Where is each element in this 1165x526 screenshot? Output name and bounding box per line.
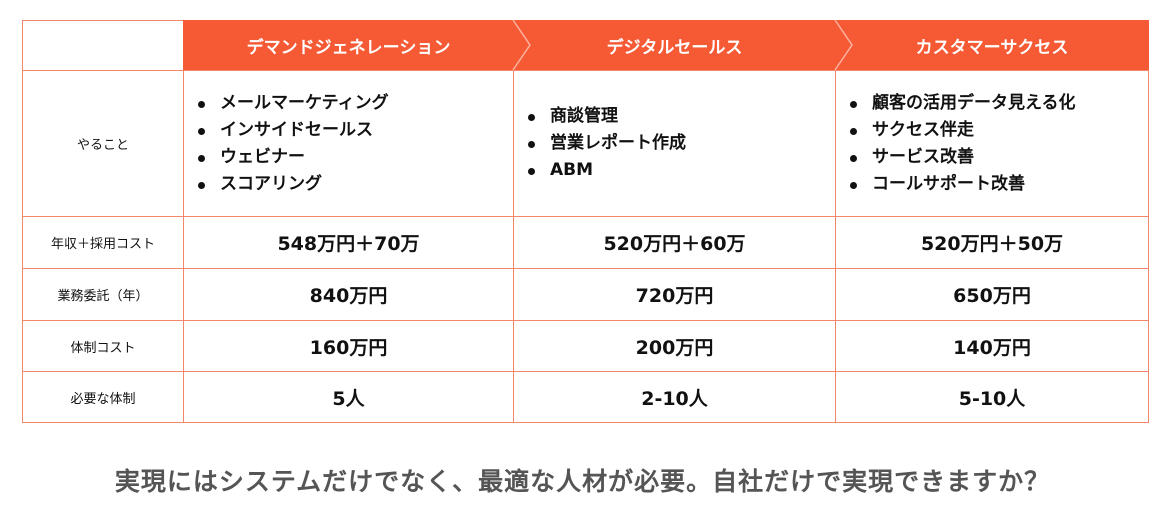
value-cell: 840万円	[183, 268, 514, 321]
value-cell: 520万円＋50万	[835, 216, 1149, 269]
value-cell: 520万円＋60万	[513, 216, 836, 269]
value-cell: 720万円	[513, 268, 836, 321]
header-cell: カスタマーサクセス	[835, 20, 1149, 71]
task-item: 顧客の活用データ見える化	[850, 90, 1148, 117]
value-cell: 548万円＋70万	[183, 216, 514, 269]
task-cell: 顧客の活用データ見える化 サクセス伴走 サービス改善 コールサポート改善	[835, 70, 1149, 217]
value-cell: 200万円	[513, 320, 836, 372]
task-item: 商談管理	[528, 103, 835, 130]
task-item: ウェビナー	[198, 144, 513, 171]
row-label: やること	[22, 70, 184, 217]
row-label: 体制コスト	[22, 320, 184, 372]
task-item: 営業レポート作成	[528, 130, 835, 157]
value-cell: 5-10人	[835, 371, 1149, 423]
corner-cell	[22, 20, 184, 71]
row-label: 必要な体制	[22, 371, 184, 423]
task-cell: 商談管理 営業レポート作成 ABM	[513, 70, 836, 217]
task-item: サクセス伴走	[850, 117, 1148, 144]
task-list: 顧客の活用データ見える化 サクセス伴走 サービス改善 コールサポート改善	[850, 90, 1148, 198]
task-list: メールマーケティング インサイドセールス ウェビナー スコアリング	[198, 90, 513, 198]
value-cell: 140万円	[835, 320, 1149, 372]
header-cell: デマンドジェネレーション	[183, 20, 514, 71]
value-cell: 650万円	[835, 268, 1149, 321]
row-label: 業務委託（年）	[22, 268, 184, 321]
task-item: インサイドセールス	[198, 117, 513, 144]
task-item: サービス改善	[850, 144, 1148, 171]
header-cell: デジタルセールス	[513, 20, 836, 71]
value-cell: 160万円	[183, 320, 514, 372]
task-cell: メールマーケティング インサイドセールス ウェビナー スコアリング	[183, 70, 514, 217]
caption: 実現にはシステムだけでなく、最適な人材が必要。自社だけで実現できますか？	[114, 467, 1051, 496]
value-cell: 5人	[183, 371, 514, 423]
task-item: スコアリング	[198, 171, 513, 198]
task-item: コールサポート改善	[850, 171, 1148, 198]
task-item: メールマーケティング	[198, 90, 513, 117]
value-cell: 2-10人	[513, 371, 836, 423]
row-label: 年収＋採用コスト	[22, 216, 184, 269]
task-list: 商談管理 営業レポート作成 ABM	[528, 103, 835, 184]
task-item: ABM	[528, 157, 835, 184]
